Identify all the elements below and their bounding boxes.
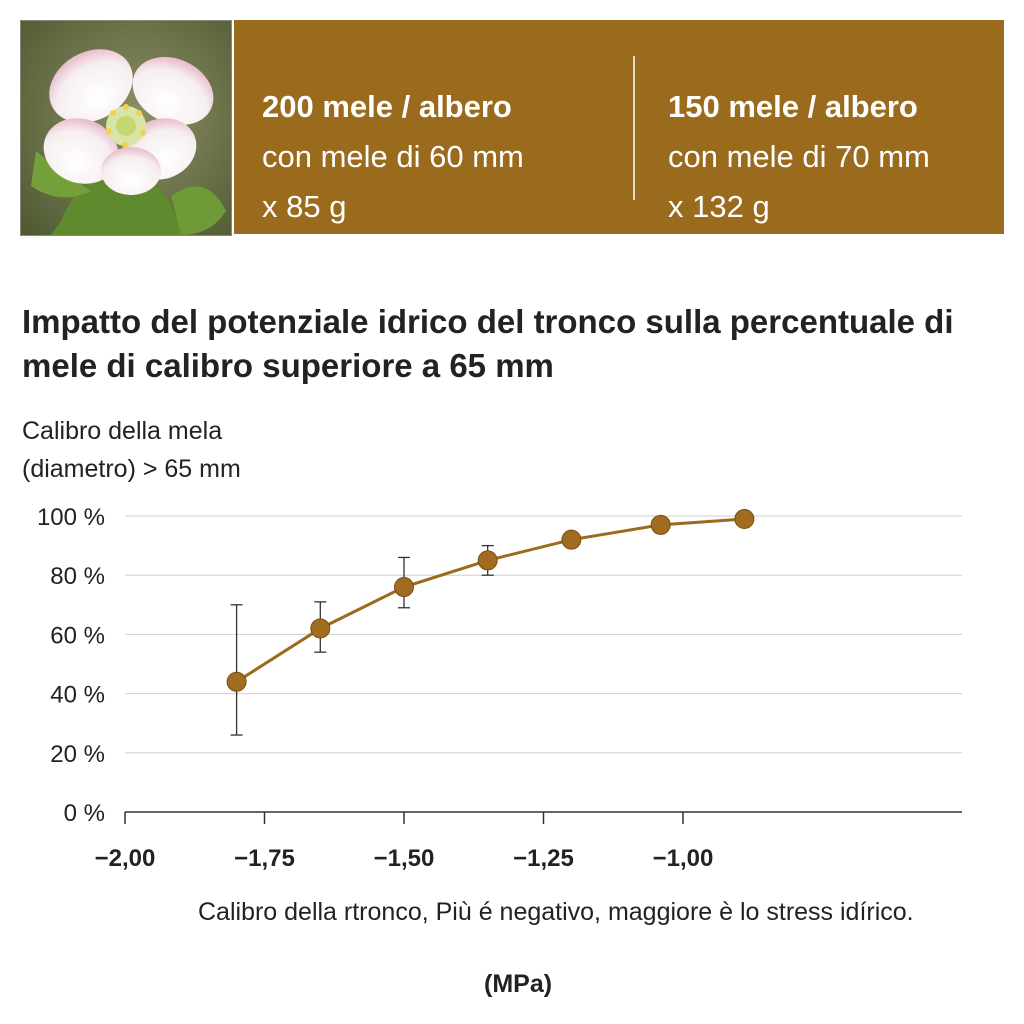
banner-divider [633, 56, 635, 200]
x-tick-label: −1,00 [653, 845, 714, 872]
y-tick-label: 80 % [50, 563, 105, 590]
y-tick-label: 40 % [50, 682, 105, 709]
series-line [235, 517, 745, 684]
data-point [734, 508, 755, 529]
scenario-200-weight: x 85 g [262, 189, 347, 224]
data-point [650, 514, 671, 535]
yield-comparison-banner: 200 mele / albero con mele di 60 mm x 85… [234, 20, 1004, 234]
x-tick-label: −1,75 [234, 845, 295, 872]
data-point [310, 618, 331, 639]
y-tick-label: 100 % [37, 504, 105, 531]
x-axis-unit: (MPa) [484, 970, 553, 998]
scenario-150-apples: 150 mele / albero con mele di 70 mm x 13… [668, 82, 930, 232]
data-point [394, 577, 414, 598]
y-axis-label-line-1: Calibro della mela [22, 417, 223, 445]
x-tick-label: −1,25 [513, 845, 574, 872]
y-tick-label: 0 % [64, 800, 105, 827]
y-axis-label-line-2: (diametro) > 65 mm [22, 455, 241, 483]
scenario-150-headline: 150 mele / albero [668, 89, 918, 124]
scenario-200-headline: 200 mele / albero [262, 89, 512, 124]
y-tick-label: 20 % [50, 741, 105, 768]
scenario-150-size: con mele di 70 mm [668, 139, 930, 174]
y-axis-label: Calibro della mela (diametro) > 65 mm [22, 412, 241, 488]
scenario-150-weight: x 132 g [668, 189, 770, 224]
x-tick-label: −1,50 [374, 845, 435, 872]
apple-blossom-photo [20, 20, 232, 236]
x-tick-label: −2,00 [95, 845, 156, 872]
x-axis-label: Calibro della rtronco, Più é negativo, m… [198, 898, 914, 926]
data-point [561, 529, 582, 550]
data-point [477, 550, 498, 571]
chart-title: Impatto del potenziale idrico del tronco… [22, 303, 954, 384]
scenario-200-apples: 200 mele / albero con mele di 60 mm x 85… [262, 82, 524, 232]
y-tick-label: 60 % [50, 622, 105, 649]
scenario-200-size: con mele di 60 mm [262, 139, 524, 174]
data-point [226, 671, 247, 692]
